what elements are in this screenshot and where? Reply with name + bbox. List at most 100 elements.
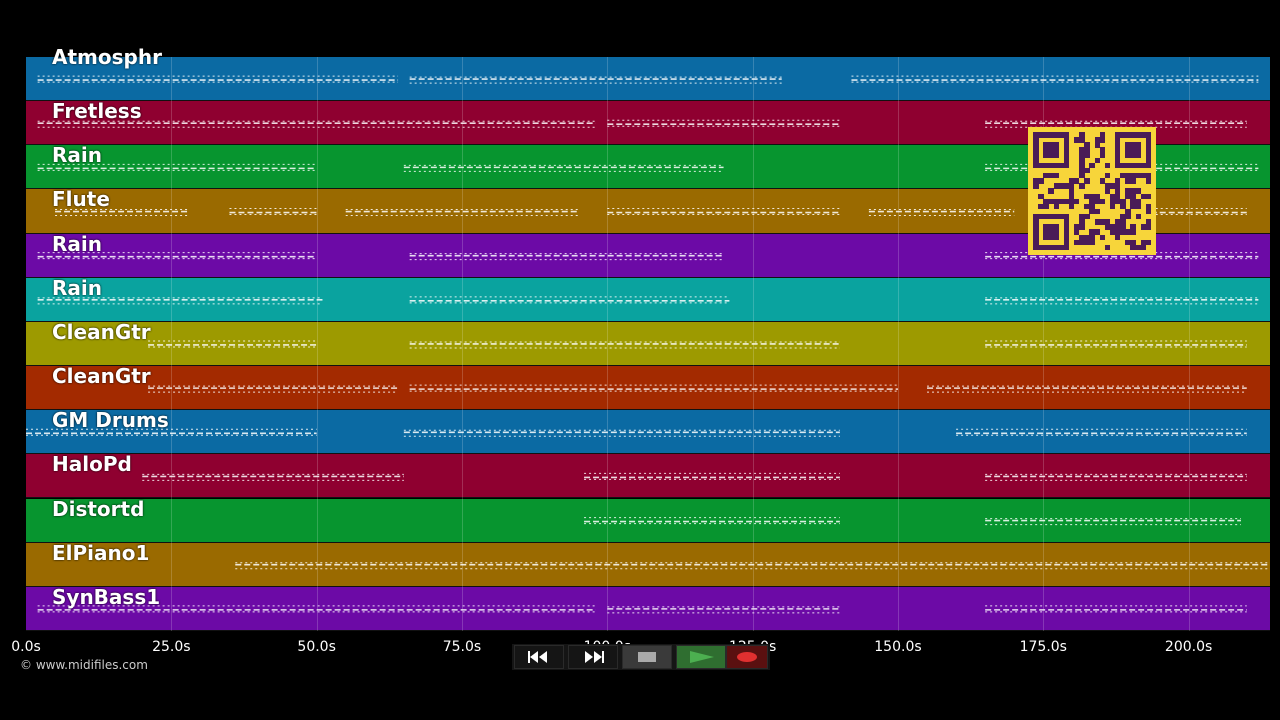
qr-module	[1063, 239, 1070, 246]
qr-module	[1063, 234, 1070, 240]
record-icon	[737, 652, 757, 662]
qr-module	[1079, 214, 1085, 220]
play-button[interactable]	[676, 645, 726, 669]
qr-module	[1079, 234, 1085, 240]
qr-module	[1043, 203, 1049, 210]
qr-module	[1109, 203, 1116, 210]
qr-module	[1115, 234, 1121, 240]
qr-module	[1058, 183, 1065, 189]
qr-module	[1104, 183, 1111, 189]
qr-module	[1074, 229, 1080, 235]
qr-module	[1074, 137, 1080, 143]
time-tick-label: 25.0s	[152, 639, 191, 655]
qr-module	[1130, 203, 1136, 210]
qr-code[interactable]	[1028, 127, 1156, 255]
qr-module	[1115, 188, 1121, 194]
qr-module	[1074, 178, 1080, 184]
qr-module	[1084, 178, 1090, 184]
qr-module	[1038, 244, 1044, 251]
qr-module	[1063, 224, 1070, 230]
qr-module	[1058, 132, 1065, 138]
qr-module	[1104, 219, 1111, 225]
qr-module	[1068, 188, 1075, 194]
qr-module	[1079, 167, 1085, 174]
qr-module	[1084, 214, 1090, 220]
qr-module	[1043, 152, 1049, 158]
qr-module	[1053, 152, 1059, 158]
qr-module	[1115, 183, 1121, 189]
qr-module	[1048, 214, 1054, 220]
qr-module	[1084, 167, 1090, 174]
fast-forward-button[interactable]	[568, 645, 618, 669]
qr-module	[1068, 193, 1075, 199]
qr-module	[1043, 147, 1049, 153]
track-name: GM Drums	[52, 408, 169, 433]
qr-module	[1094, 142, 1100, 148]
qr-module	[1115, 137, 1121, 143]
qr-module	[1125, 229, 1131, 235]
qr-module	[1033, 178, 1039, 184]
qr-module	[1033, 229, 1039, 235]
qr-module	[1145, 173, 1152, 179]
qr-module	[1135, 142, 1141, 148]
qr-module	[1053, 173, 1059, 179]
qr-module	[1043, 224, 1049, 230]
record-button[interactable]	[726, 645, 768, 669]
qr-module	[1130, 162, 1136, 169]
qr-module	[1125, 208, 1131, 215]
qr-module	[1145, 203, 1152, 210]
stop-button[interactable]	[622, 645, 672, 669]
qr-module	[1125, 178, 1131, 184]
qr-module	[1130, 173, 1136, 179]
qr-module	[1043, 162, 1049, 169]
qr-module	[1145, 132, 1152, 138]
qr-module	[1094, 208, 1100, 215]
qr-module	[1063, 157, 1070, 164]
qr-module	[1053, 183, 1059, 189]
qr-module	[1089, 193, 1095, 199]
qr-module	[1089, 203, 1095, 210]
qr-module	[1048, 162, 1054, 169]
qr-module	[1053, 162, 1059, 169]
qr-module	[1079, 239, 1085, 246]
qr-module	[1135, 203, 1141, 210]
qr-module	[1063, 214, 1070, 220]
qr-module	[1053, 214, 1059, 220]
qr-module	[1145, 137, 1152, 143]
qr-module	[1109, 198, 1116, 205]
qr-module	[1099, 147, 1106, 153]
qr-module	[1140, 239, 1147, 246]
qr-module	[1084, 234, 1090, 240]
qr-module	[1115, 178, 1121, 184]
qr-module	[1120, 173, 1126, 179]
qr-module	[1063, 137, 1070, 143]
track-lane: HaloPd	[26, 452, 1270, 499]
qr-module	[1079, 132, 1085, 138]
rewind-icon	[528, 651, 547, 663]
qr-module	[1130, 132, 1136, 138]
qr-module	[1033, 137, 1039, 143]
rewind-button[interactable]	[514, 645, 564, 669]
qr-module	[1079, 152, 1085, 158]
qr-module	[1089, 239, 1095, 246]
track-lane: Distortd	[26, 497, 1270, 543]
qr-module	[1074, 239, 1080, 246]
qr-module	[1130, 193, 1136, 199]
qr-module	[1043, 234, 1049, 240]
qr-module	[1145, 162, 1152, 169]
time-tick-label: 50.0s	[297, 639, 336, 655]
play-icon	[690, 651, 714, 663]
qr-module	[1063, 142, 1070, 148]
qr-module	[1125, 132, 1131, 138]
qr-module	[1058, 162, 1065, 169]
qr-module	[1094, 219, 1100, 225]
qr-module	[1099, 137, 1106, 143]
time-tick-label: 75.0s	[442, 639, 482, 655]
qr-module	[1120, 203, 1126, 210]
qr-module	[1145, 219, 1152, 225]
qr-module	[1115, 193, 1121, 199]
qr-module	[1048, 244, 1054, 251]
copyright-text: © www.midifiles.com	[20, 658, 148, 672]
transport-bar	[512, 644, 770, 670]
